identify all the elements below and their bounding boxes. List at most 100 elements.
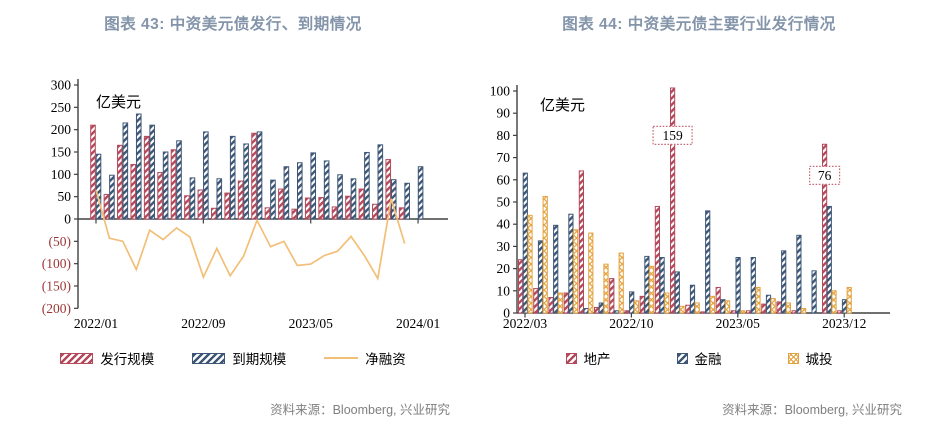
maturity-bar bbox=[203, 131, 209, 220]
urban-investment-bar bbox=[770, 298, 776, 314]
urban-investment-bar bbox=[618, 252, 624, 314]
figure-44-source: 资料来源：Bloomberg, 兴业研究 bbox=[722, 403, 902, 417]
figure-44-title: 图表 44: 中资美元债主要行业发行情况 bbox=[562, 16, 836, 33]
finance-bar bbox=[659, 257, 665, 314]
real-estate-bar bbox=[715, 286, 721, 314]
real-estate-bar bbox=[791, 310, 797, 314]
real-estate-bar bbox=[761, 303, 767, 314]
finance-bar bbox=[522, 172, 528, 314]
y-tick-label: 10 bbox=[497, 283, 511, 298]
urban-investment-swatch bbox=[787, 352, 799, 364]
maturity-bar bbox=[297, 162, 303, 220]
issuance-bar bbox=[130, 164, 137, 220]
x-tick-label: 2022/03 bbox=[503, 316, 548, 331]
y-tick-label: 100 bbox=[51, 167, 72, 182]
x-tick-label: 2022/09 bbox=[181, 316, 226, 331]
issuance-bar bbox=[345, 195, 351, 220]
real-estate-bar bbox=[518, 259, 524, 314]
finance-bar bbox=[705, 210, 711, 314]
issuance-bar bbox=[184, 195, 190, 220]
finance-bar bbox=[811, 270, 817, 314]
y-tick-label: 50 bbox=[58, 189, 72, 204]
maturity-bar bbox=[256, 131, 263, 220]
issuance-swatch bbox=[60, 352, 94, 364]
y-tick-label: 0 bbox=[503, 306, 510, 321]
real-estate-bar bbox=[685, 304, 691, 314]
legend-item-urban-investment: 城投 bbox=[787, 348, 833, 368]
unit-label: 亿美元 bbox=[96, 94, 141, 111]
finance-bar bbox=[583, 308, 589, 314]
issuance-maturity-chart: 300250200150100500(50)(100)(150)(200)202… bbox=[42, 78, 448, 331]
maturity-bar bbox=[323, 160, 330, 220]
figure-44-chart: 100 90 80 70 60 50 40 30 20 10 0 2022/03 2022/10 2023… bbox=[466, 55, 932, 345]
legend-item-net-financing: 净融资 bbox=[324, 348, 406, 368]
unit-label: 亿美元 bbox=[540, 97, 585, 114]
urban-investment-bar bbox=[603, 263, 609, 314]
x-tick-label: 2024/01 bbox=[396, 316, 440, 331]
legend-label-real-estate: 地产 bbox=[583, 352, 611, 367]
real-estate-bar bbox=[578, 170, 585, 314]
x-tick-label: 2023/05 bbox=[716, 316, 761, 331]
y-tick-label: 200 bbox=[51, 122, 72, 137]
legend-item-finance: 金融 bbox=[676, 348, 722, 368]
finance-bar bbox=[629, 291, 635, 314]
figure-44-legend: 地产 金融 城投 bbox=[466, 348, 932, 368]
y-tick-label: 70 bbox=[497, 150, 511, 165]
maturity-bar bbox=[135, 113, 142, 220]
y-tick-label: 60 bbox=[497, 172, 511, 187]
figure-43: 图表 43: 中资美元债发行、到期情况 300 250 200 150 100 50 0 (5… bbox=[42, 16, 450, 417]
urban-investment-bar bbox=[649, 265, 655, 314]
issuance-bar bbox=[170, 149, 177, 220]
finance-bar bbox=[765, 294, 772, 314]
maturity-bar bbox=[149, 124, 155, 220]
urban-investment-bar bbox=[694, 302, 700, 314]
urban-investment-bar bbox=[831, 290, 837, 314]
finance-bar bbox=[826, 205, 832, 314]
issuance-bar bbox=[237, 180, 244, 220]
real-estate-bar bbox=[563, 292, 569, 314]
y-tick-label: (150) bbox=[42, 279, 71, 294]
urban-investment-bar bbox=[588, 232, 594, 314]
finance-bar bbox=[553, 224, 559, 314]
issuance-bar bbox=[90, 124, 96, 220]
y-tick-label: 300 bbox=[51, 78, 72, 93]
real-estate-bar bbox=[654, 205, 661, 314]
real-estate-swatch bbox=[565, 352, 577, 364]
finance-bar bbox=[781, 250, 787, 314]
maturity-bar bbox=[122, 122, 129, 220]
issuance-bar bbox=[103, 193, 110, 220]
y-tick-label: 80 bbox=[497, 128, 511, 143]
legend-label-issuance: 发行规模 bbox=[100, 352, 155, 367]
y-tick-label: 50 bbox=[497, 195, 511, 210]
finance-bar bbox=[689, 284, 696, 314]
figure-44: 图表 44: 中资美元债主要行业发行情况 100 90 80 70 60 50 40 30 20… bbox=[466, 0, 932, 436]
figure-43-source: 资料来源：Bloomberg, 兴业研究 bbox=[270, 403, 450, 417]
issuance-bar bbox=[318, 197, 324, 220]
finance-bar bbox=[568, 213, 574, 314]
figure-43-title: 图表 43: 中资美元债发行、到期情况 bbox=[104, 16, 362, 33]
y-tick-label: (50) bbox=[49, 234, 72, 249]
y-tick-label: 250 bbox=[51, 100, 72, 115]
maturity-bar bbox=[109, 174, 115, 220]
legend-label-net-financing: 净融资 bbox=[365, 352, 406, 367]
maturity-bar bbox=[176, 140, 182, 220]
maturity-bar bbox=[95, 153, 102, 220]
annotation-box bbox=[652, 125, 693, 146]
real-estate-bar bbox=[730, 310, 736, 314]
real-estate-bar bbox=[594, 306, 600, 314]
maturity-bar bbox=[404, 182, 410, 220]
issuance-bar bbox=[197, 189, 204, 220]
maturity-swatch bbox=[192, 352, 226, 364]
urban-investment-bar bbox=[679, 305, 685, 314]
x-tick-label: 2023/12 bbox=[822, 316, 866, 331]
net-financing-swatch bbox=[324, 357, 359, 359]
real-estate-bar bbox=[776, 301, 782, 314]
annotation-box bbox=[809, 165, 841, 186]
net-financing-line bbox=[95, 189, 406, 281]
finance-bar bbox=[674, 271, 680, 314]
issuance-bar bbox=[331, 206, 338, 220]
finance-bar bbox=[735, 257, 741, 314]
urban-investment-bar bbox=[664, 292, 670, 314]
finance-swatch bbox=[676, 352, 688, 364]
